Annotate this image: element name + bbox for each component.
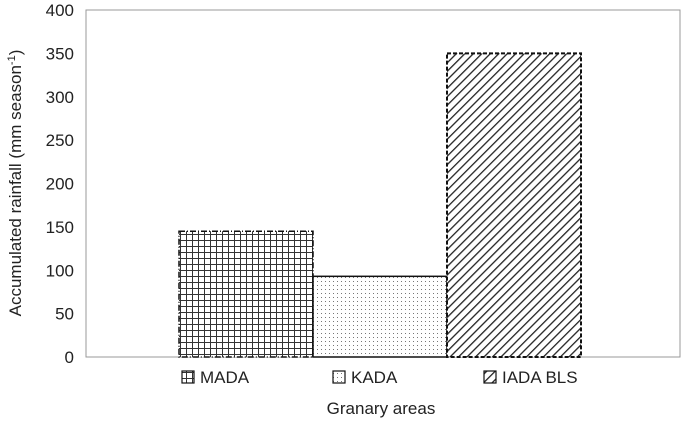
y-axis-title-sup: -1	[6, 55, 18, 65]
y-tick-label: 250	[46, 131, 74, 150]
y-axis-title-main: Accumulated rainfall (mm season	[6, 65, 25, 316]
legend-label: KADA	[351, 368, 398, 387]
y-tick-label: 400	[46, 1, 74, 20]
legend-swatch-iada-bls	[483, 370, 497, 384]
bar-iada-bls	[446, 52, 582, 358]
legend-label: IADA BLS	[502, 368, 578, 387]
y-tick-label: 300	[46, 88, 74, 107]
y-axis-title: Accumulated rainfall (mm season-1)	[6, 50, 25, 317]
y-tick-label: 350	[46, 44, 74, 63]
legend-swatch-kada	[332, 370, 346, 384]
y-tick-label: 200	[46, 175, 74, 194]
x-axis-title: Granary areas	[327, 399, 436, 418]
y-axis-title-end: )	[6, 50, 25, 56]
y-tick-label: 150	[46, 218, 74, 237]
bar-kada	[312, 275, 448, 358]
legend-swatch-mada	[181, 370, 195, 384]
y-tick-label: 100	[46, 261, 74, 280]
y-tick-label: 0	[65, 348, 74, 367]
y-tick-label: 50	[55, 305, 74, 324]
y-tick-labels: 0 50 100 150 200 250 300 350 400	[46, 1, 74, 367]
legend: MADA KADA IADA BLS	[181, 368, 578, 387]
bars	[178, 52, 582, 358]
legend-label: MADA	[200, 368, 250, 387]
bar-mada	[178, 230, 314, 358]
